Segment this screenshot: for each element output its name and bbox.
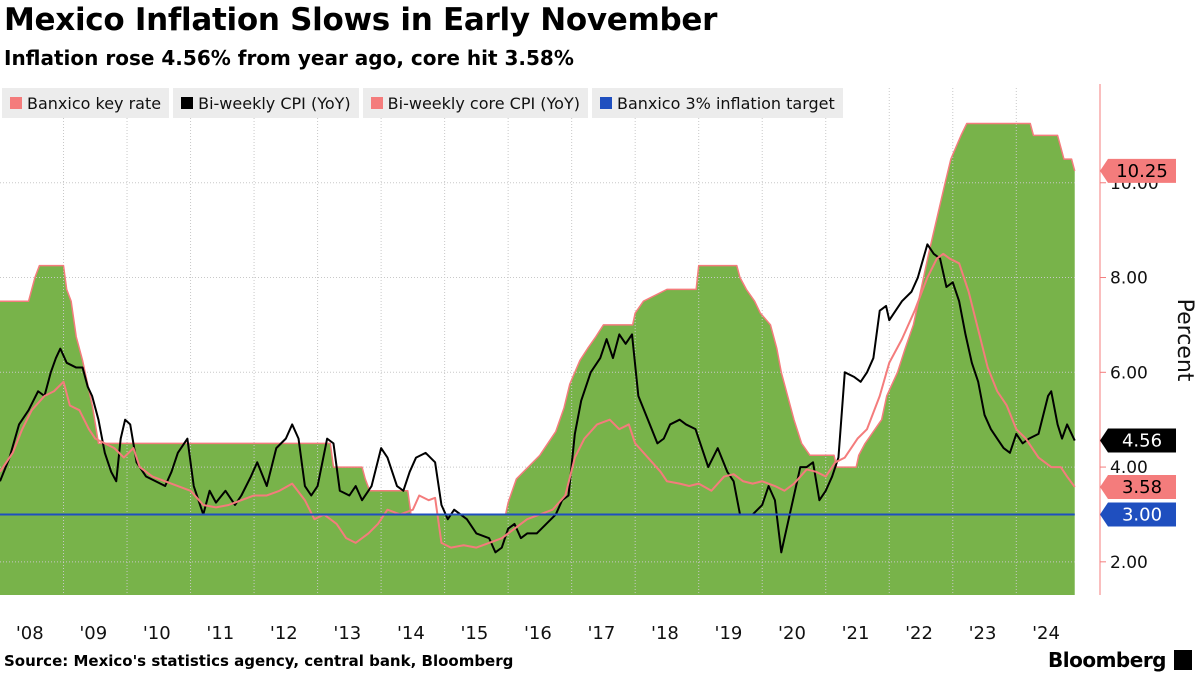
y-tick-label: 4.00: [1110, 458, 1148, 478]
legend-label: Bi-weekly core CPI (YoY): [387, 93, 580, 113]
legend-label: Banxico key rate: [27, 93, 162, 113]
legend: Banxico key rate Bi-weekly CPI (YoY) Bi-we…: [2, 88, 843, 118]
x-tick-label: '13: [333, 623, 361, 644]
x-tick-label: '19: [715, 623, 743, 644]
end-label: 3.00: [1100, 502, 1176, 527]
x-tick-label: '16: [524, 623, 552, 644]
end-label-text: 4.56: [1122, 431, 1162, 452]
y-tick-label: 8.00: [1110, 269, 1148, 289]
legend-swatch: [10, 97, 22, 109]
end-label: 3.58: [1100, 474, 1176, 499]
area-edge: [0, 122, 1076, 516]
y-tick-label: 6.00: [1110, 363, 1148, 383]
x-tick-label: '09: [79, 623, 107, 644]
chart-subtitle: Inflation rose 4.56% from year ago, core…: [4, 46, 574, 70]
brand-logo: Bloomberg: [1048, 648, 1166, 672]
x-tick-label: '15: [460, 623, 488, 644]
x-tick-label: '10: [143, 623, 171, 644]
y-axis-label: Percent: [1172, 299, 1197, 382]
legend-swatch: [181, 97, 194, 109]
end-label: 4.56: [1100, 428, 1176, 453]
legend-item: Banxico 3% inflation target: [591, 88, 843, 118]
legend-swatch: [599, 97, 612, 109]
legend-swatch: [370, 97, 383, 109]
end-label: 10.25: [1100, 158, 1176, 183]
end-label-text: 3.58: [1122, 477, 1162, 498]
end-label-tag: [1100, 428, 1176, 453]
end-label-tag: [1100, 158, 1176, 183]
x-tick-label: '11: [206, 623, 234, 644]
line: [0, 252, 1076, 549]
x-tick-label: '22: [905, 623, 933, 644]
legend-item: Banxico key rate: [2, 88, 170, 118]
end-label-text: 10.25: [1116, 161, 1168, 182]
area: [0, 123, 1075, 595]
end-label-tag: [1100, 502, 1176, 527]
x-tick-label: '21: [842, 623, 870, 644]
y-tick-label: 2.00: [1110, 553, 1148, 573]
x-tick-label: '24: [1032, 623, 1060, 644]
x-tick-label: '20: [778, 623, 806, 644]
x-tick-label: '23: [969, 623, 997, 644]
end-label-tag: [1100, 474, 1176, 499]
x-tick-label: '14: [397, 623, 425, 644]
x-tick-label: '12: [270, 623, 298, 644]
legend-label: Banxico 3% inflation target: [616, 93, 835, 113]
legend-label: Bi-weekly CPI (YoY): [198, 93, 351, 113]
chart-title: Mexico Inflation Slows in Early November: [4, 2, 718, 38]
legend-item: Bi-weekly core CPI (YoY): [362, 88, 588, 118]
x-tick-label: '17: [587, 623, 615, 644]
end-label-text: 3.00: [1122, 504, 1162, 525]
x-tick-label: '08: [16, 623, 44, 644]
x-tick-label: '18: [651, 623, 679, 644]
brand-icon: [1174, 650, 1192, 670]
source-note: Source: Mexico's statistics agency, cent…: [4, 652, 514, 670]
legend-item: Bi-weekly CPI (YoY): [173, 88, 359, 118]
